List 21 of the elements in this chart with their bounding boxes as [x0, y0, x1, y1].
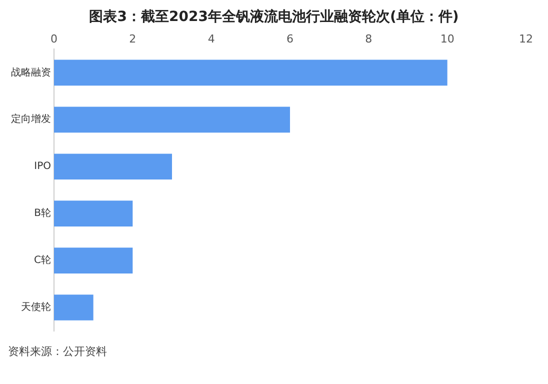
x-tick-label: 6	[286, 32, 294, 46]
x-tick-label: 10	[440, 32, 454, 46]
y-tick-label: IPO	[34, 161, 52, 172]
x-tick-label: 0	[50, 32, 58, 46]
bar	[54, 248, 133, 274]
y-tick-label: 定向增发	[11, 113, 51, 126]
bar	[54, 106, 290, 133]
x-tick-label: 2	[129, 32, 136, 46]
bar	[54, 200, 133, 226]
y-tick-label: 天使轮	[21, 301, 51, 314]
y-tick-label: 战略融资	[11, 66, 51, 78]
text: 资料来源：公开资料	[8, 344, 108, 359]
y-tick-label: C轮	[34, 254, 51, 266]
bar	[54, 294, 94, 320]
x-tick-label: 12	[519, 32, 533, 46]
bar	[54, 154, 172, 180]
chart-title: 图表3：截至2023年全钒液流电池行业融资轮次(单位：件)	[88, 8, 460, 26]
bar	[54, 60, 448, 86]
x-tick-label: 4	[208, 32, 215, 46]
y-tick-label: B轮	[34, 207, 51, 220]
x-tick-label: 8	[365, 32, 372, 46]
